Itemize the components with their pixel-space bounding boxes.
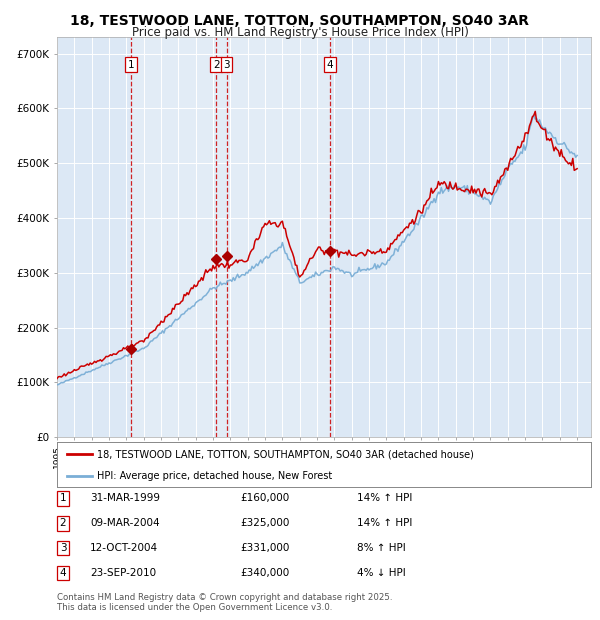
- Text: £325,000: £325,000: [240, 518, 289, 528]
- Text: £340,000: £340,000: [240, 568, 289, 578]
- Text: £160,000: £160,000: [240, 494, 289, 503]
- Text: £331,000: £331,000: [240, 543, 289, 553]
- Text: 14% ↑ HPI: 14% ↑ HPI: [357, 518, 412, 528]
- Text: 2: 2: [213, 60, 220, 69]
- Text: Contains HM Land Registry data © Crown copyright and database right 2025.
This d: Contains HM Land Registry data © Crown c…: [57, 593, 392, 612]
- Text: 18, TESTWOOD LANE, TOTTON, SOUTHAMPTON, SO40 3AR (detached house): 18, TESTWOOD LANE, TOTTON, SOUTHAMPTON, …: [97, 449, 474, 459]
- Text: 1: 1: [59, 494, 67, 503]
- Text: Price paid vs. HM Land Registry's House Price Index (HPI): Price paid vs. HM Land Registry's House …: [131, 26, 469, 39]
- Text: 4: 4: [326, 60, 333, 69]
- Text: 14% ↑ HPI: 14% ↑ HPI: [357, 494, 412, 503]
- Text: 8% ↑ HPI: 8% ↑ HPI: [357, 543, 406, 553]
- Text: 3: 3: [59, 543, 67, 553]
- Text: 1: 1: [127, 60, 134, 69]
- Text: 2: 2: [59, 518, 67, 528]
- Text: 18, TESTWOOD LANE, TOTTON, SOUTHAMPTON, SO40 3AR: 18, TESTWOOD LANE, TOTTON, SOUTHAMPTON, …: [71, 14, 530, 28]
- Text: 4: 4: [59, 568, 67, 578]
- Text: 31-MAR-1999: 31-MAR-1999: [90, 494, 160, 503]
- Bar: [131, 37, 329, 437]
- Text: 12-OCT-2004: 12-OCT-2004: [90, 543, 158, 553]
- Text: 3: 3: [223, 60, 230, 69]
- Text: 23-SEP-2010: 23-SEP-2010: [90, 568, 156, 578]
- Text: 09-MAR-2004: 09-MAR-2004: [90, 518, 160, 528]
- Text: HPI: Average price, detached house, New Forest: HPI: Average price, detached house, New …: [97, 471, 332, 480]
- Text: 4% ↓ HPI: 4% ↓ HPI: [357, 568, 406, 578]
